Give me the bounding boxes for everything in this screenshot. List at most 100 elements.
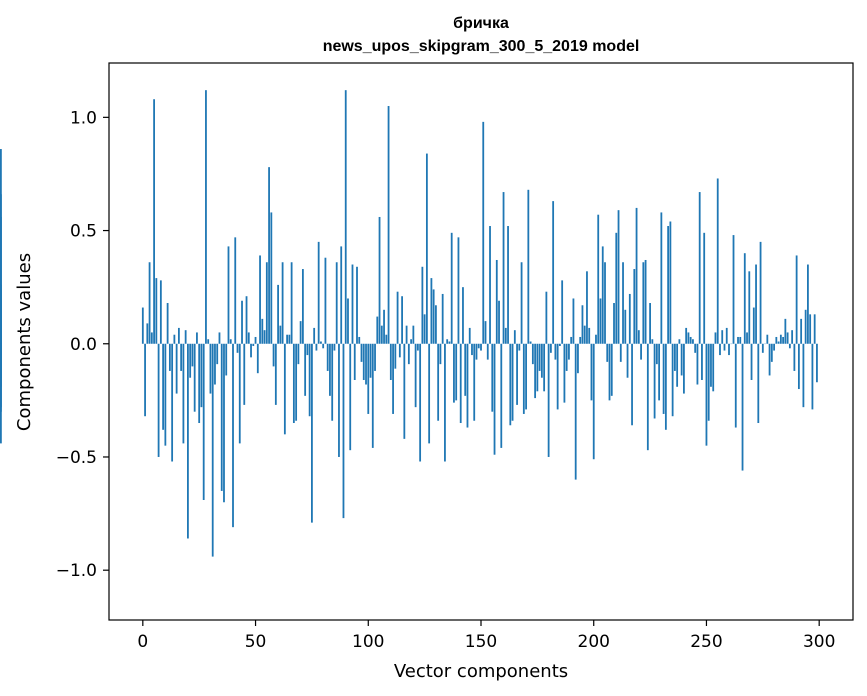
bar (608, 343, 611, 401)
bar (545, 291, 548, 344)
bar (317, 241, 320, 344)
bar (383, 309, 385, 344)
bar (520, 262, 523, 344)
bar (290, 262, 293, 344)
bar (326, 343, 329, 371)
bar (604, 262, 606, 344)
x-axis-ticks: 0 50 100 150 200 250 300 (137, 620, 835, 652)
bar (405, 325, 408, 344)
bar (504, 327, 507, 344)
bar (581, 305, 584, 344)
bar (342, 343, 345, 519)
bar (531, 343, 534, 365)
bar (209, 343, 212, 394)
bar (419, 343, 422, 462)
bar (234, 237, 237, 344)
bar (692, 339, 694, 344)
bar (619, 343, 622, 362)
bar (358, 336, 361, 344)
bar (200, 343, 203, 408)
bar (380, 325, 383, 344)
bar (687, 332, 690, 344)
bar (455, 343, 458, 401)
bar (628, 293, 631, 344)
bar (270, 212, 273, 344)
bar (311, 343, 313, 523)
bar (437, 343, 440, 421)
bar (622, 262, 624, 344)
bar (570, 336, 573, 344)
bar (615, 232, 618, 344)
bar (171, 343, 174, 462)
bar (164, 343, 167, 446)
bar (572, 298, 575, 344)
bar (563, 343, 566, 403)
bar (322, 343, 325, 349)
x-tick-label: 250 (690, 632, 722, 652)
bar (574, 343, 577, 480)
bar (529, 341, 532, 344)
bar (387, 106, 390, 344)
bar (816, 343, 818, 383)
bar (723, 343, 726, 351)
bar (676, 343, 679, 387)
bar (416, 343, 419, 351)
bar (784, 318, 787, 344)
bar (259, 255, 261, 344)
bar (653, 343, 656, 419)
bar (241, 300, 243, 344)
bar (295, 343, 298, 421)
bar (633, 269, 636, 344)
bar (610, 343, 613, 396)
bar (696, 343, 699, 385)
bar (0, 343, 2, 378)
bar (518, 343, 521, 351)
bar (741, 343, 744, 471)
bar (329, 343, 331, 396)
bar (347, 298, 349, 344)
bar (624, 309, 627, 344)
bar (218, 332, 221, 344)
bar (367, 343, 370, 414)
bar (444, 343, 446, 462)
bar (565, 343, 568, 371)
bar (568, 343, 570, 360)
bar (324, 257, 327, 344)
bar (791, 330, 794, 344)
bar (301, 269, 304, 344)
bar (522, 343, 525, 414)
bar-series (0, 90, 818, 557)
bar (247, 332, 250, 344)
bar (552, 201, 555, 344)
bar (144, 343, 146, 417)
bar (540, 343, 543, 378)
bar (766, 334, 769, 344)
bar (261, 318, 264, 344)
bar (721, 330, 724, 344)
bar (703, 232, 706, 344)
bar (371, 343, 374, 448)
bar (155, 278, 158, 344)
x-tick-label: 150 (465, 632, 497, 652)
bar (265, 262, 268, 344)
bar (362, 343, 365, 380)
x-tick-label: 50 (245, 632, 267, 652)
bar (428, 343, 431, 444)
bar (493, 343, 496, 455)
bar (385, 334, 388, 344)
bar (734, 343, 737, 428)
bar (238, 343, 241, 444)
bar (254, 336, 257, 344)
bar (146, 323, 149, 344)
bar (554, 343, 557, 360)
bar (500, 343, 503, 448)
bar (786, 332, 789, 344)
bar (193, 343, 196, 412)
bar (457, 237, 460, 344)
bar (153, 99, 155, 344)
bar (667, 226, 670, 344)
bar (606, 343, 609, 362)
bar (177, 327, 180, 344)
bar (489, 226, 491, 344)
bar (795, 255, 798, 344)
